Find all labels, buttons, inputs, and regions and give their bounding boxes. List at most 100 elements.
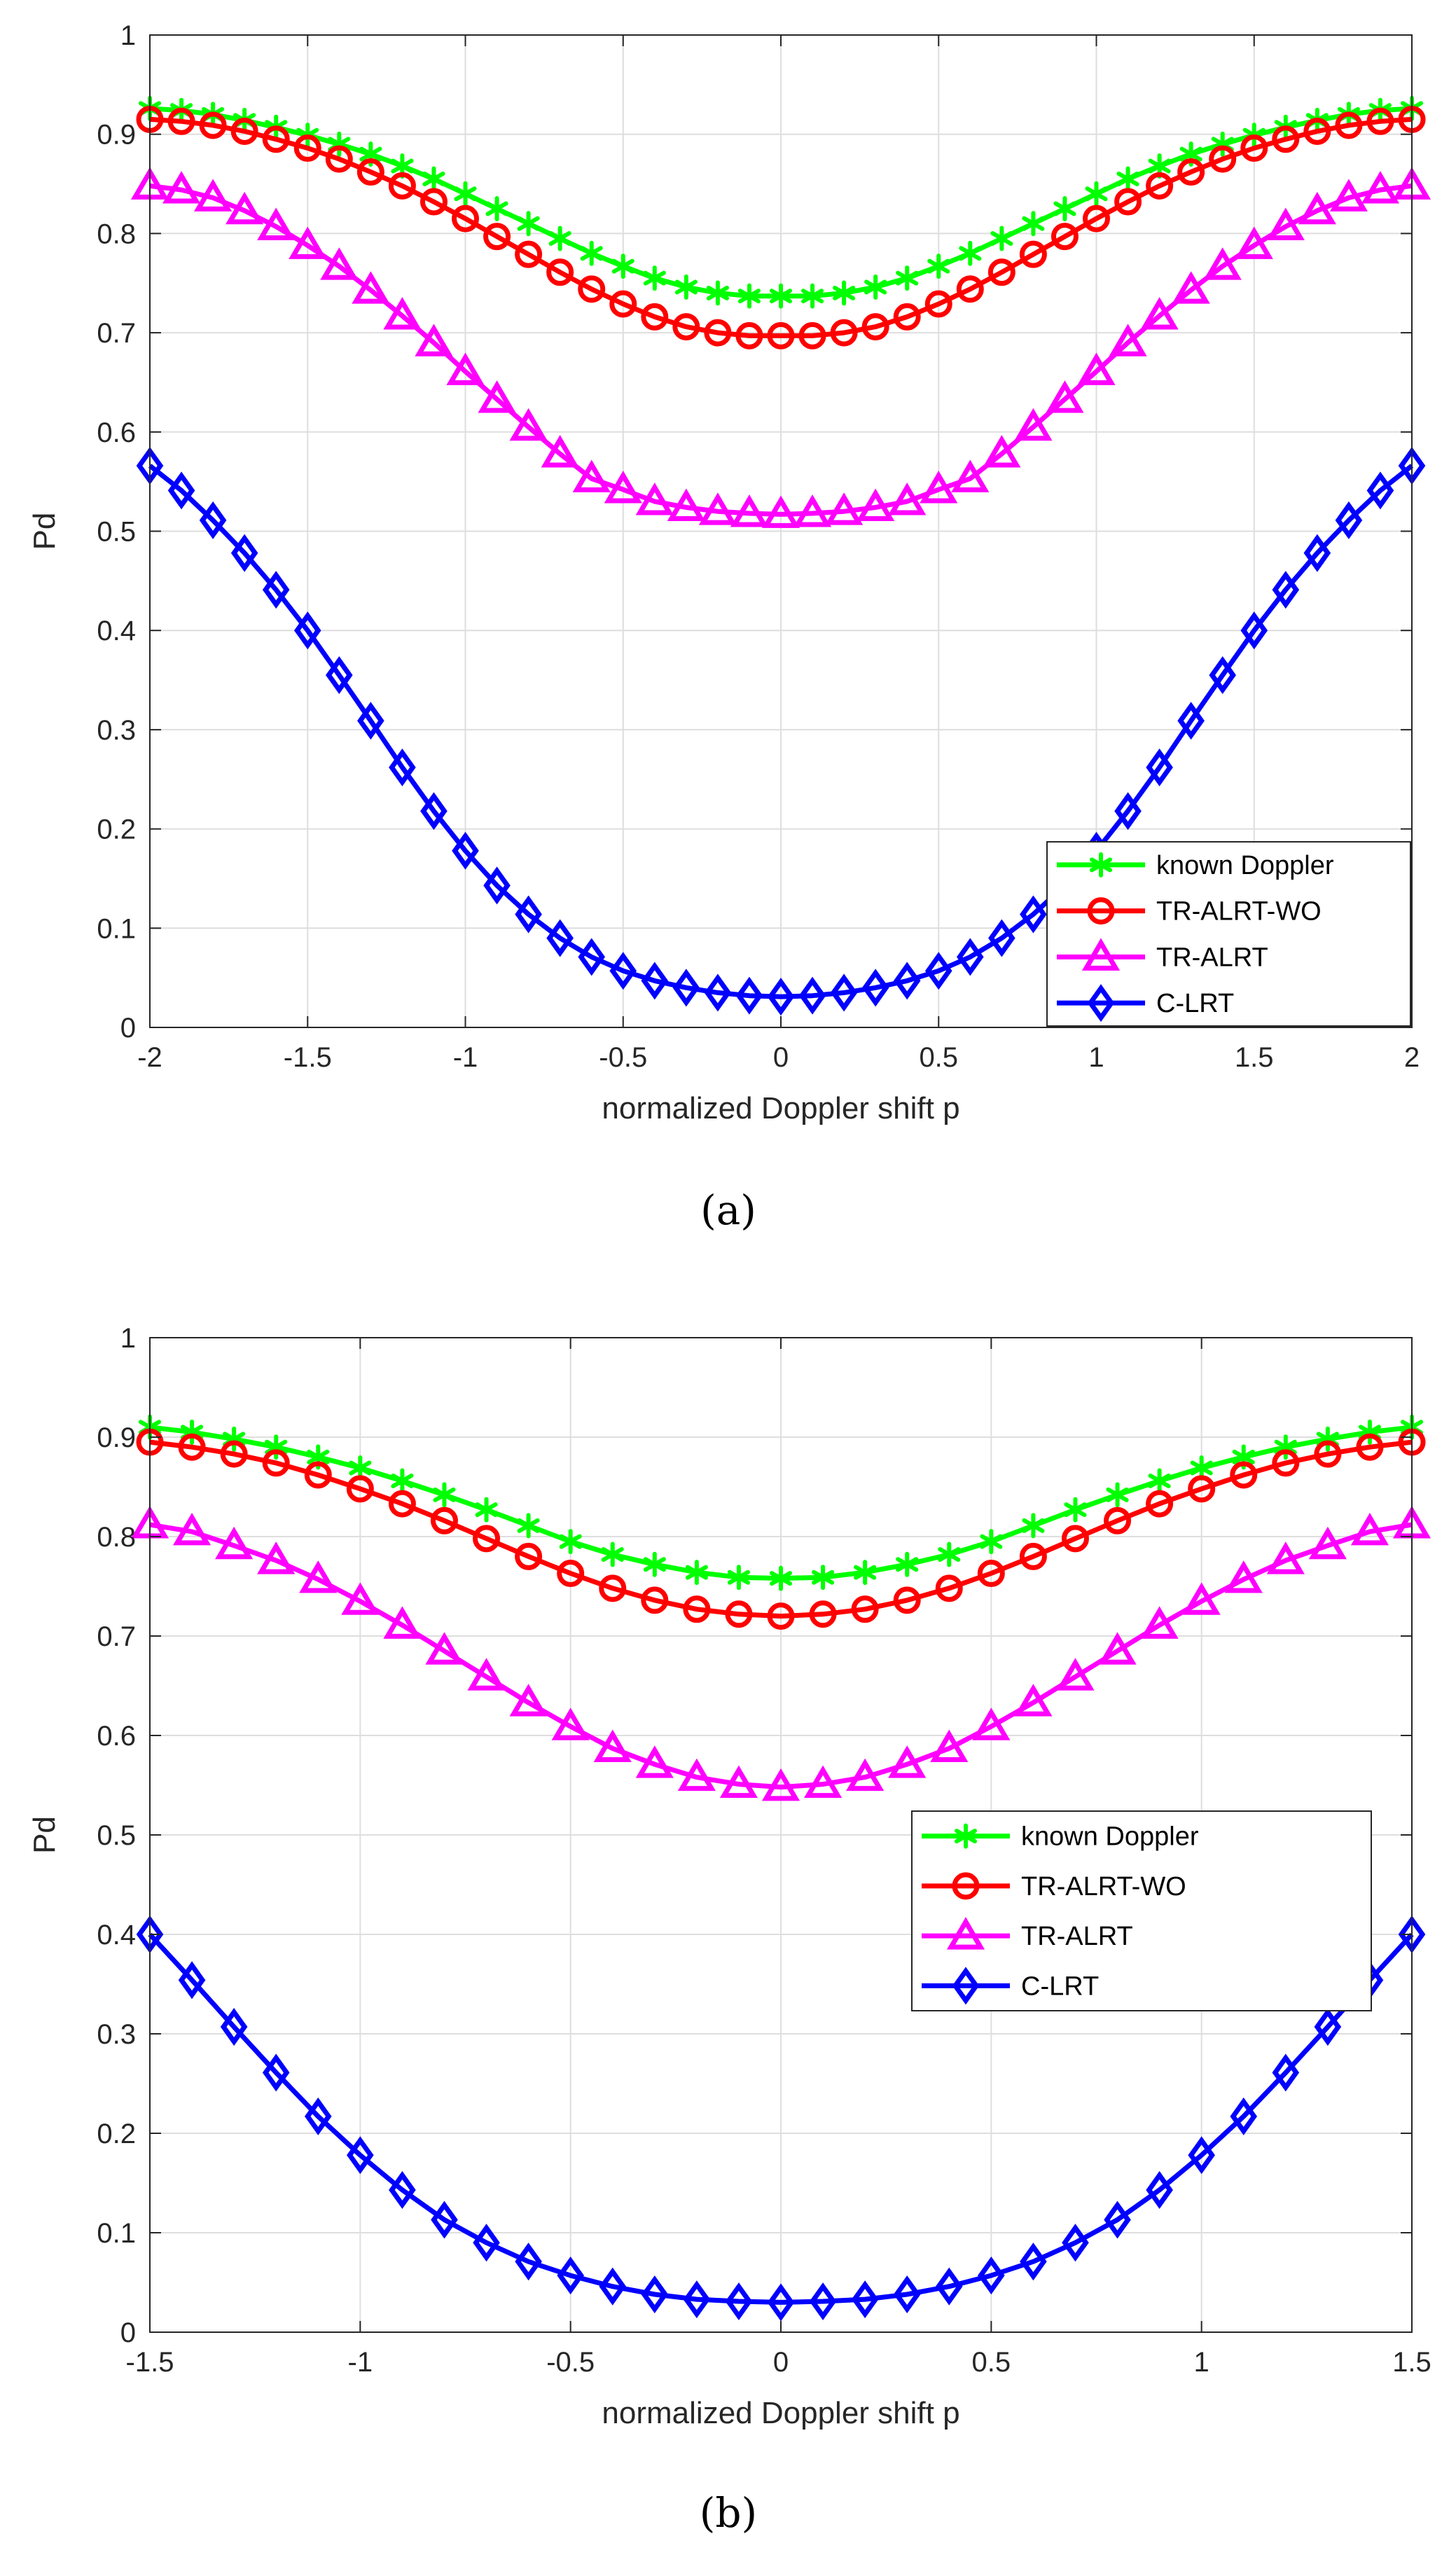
data-point-known-doppler bbox=[737, 283, 761, 309]
data-point-tr-alrt-wo bbox=[672, 313, 700, 341]
y-tick-label: 0.9 bbox=[97, 1422, 136, 1453]
data-point-tr-alrt-wo bbox=[1230, 1461, 1258, 1489]
data-point-known-doppler bbox=[611, 254, 635, 279]
data-point-tr-alrt-wo bbox=[987, 258, 1015, 286]
x-tick-label: 0 bbox=[773, 2347, 789, 2378]
data-point-tr-alrt bbox=[1077, 352, 1116, 385]
data-point-tr-alrt-wo bbox=[178, 1433, 206, 1461]
data-point-c-lrt bbox=[893, 2275, 921, 2314]
data-point-tr-alrt-wo bbox=[609, 290, 637, 318]
data-point-c-lrt bbox=[893, 962, 921, 1000]
ticks: -2 -1.5 -1 -0.5 0 0.5 1 1.5 2 0 0.1 0.2 0.3 0.4 0.5 0.6… bbox=[97, 20, 1420, 1073]
y-tick-label: 0.5 bbox=[97, 517, 136, 548]
data-point-tr-alrt bbox=[1109, 324, 1147, 356]
data-point-c-lrt bbox=[220, 2008, 248, 2046]
data-point-tr-alrt-wo bbox=[1314, 1440, 1342, 1468]
data-point-c-lrt bbox=[262, 2053, 290, 2092]
data-point-tr-alrt bbox=[635, 483, 674, 515]
data-point-c-lrt bbox=[199, 501, 227, 539]
legend-entry-known-doppler: known Doppler bbox=[1057, 851, 1334, 880]
series-group bbox=[130, 1414, 1431, 2322]
data-point-known-doppler bbox=[990, 226, 1013, 251]
data-point-tr-alrt-wo bbox=[893, 303, 921, 331]
data-point-tr-alrt bbox=[677, 1758, 716, 1792]
y-tick-label: 0.3 bbox=[97, 2019, 136, 2050]
data-point-tr-alrt bbox=[1014, 1684, 1053, 1717]
data-point-tr-alrt bbox=[467, 1658, 506, 1691]
legend-label: known Doppler bbox=[1156, 851, 1334, 880]
data-point-c-lrt bbox=[293, 611, 321, 650]
data-point-tr-alrt-wo bbox=[725, 1600, 753, 1628]
data-point-tr-alrt-wo bbox=[830, 319, 858, 347]
data-point-tr-alrt bbox=[1056, 1658, 1095, 1691]
data-point-tr-alrt-wo bbox=[1303, 117, 1331, 145]
data-point-c-lrt bbox=[609, 952, 637, 990]
data-point-tr-alrt bbox=[1298, 191, 1336, 225]
data-point-c-lrt bbox=[1335, 501, 1363, 539]
data-point-known-doppler bbox=[674, 274, 698, 300]
data-point-c-lrt bbox=[546, 919, 574, 957]
data-point-tr-alrt bbox=[1308, 1526, 1347, 1560]
legend-marker-diamond bbox=[1087, 984, 1115, 1023]
data-point-tr-alrt-wo bbox=[1366, 107, 1394, 135]
data-point-tr-alrt-wo bbox=[578, 275, 606, 303]
data-point-known-doppler bbox=[517, 1513, 540, 1539]
data-point-tr-alrt-wo bbox=[167, 107, 195, 135]
x-tick-label: -1 bbox=[453, 1042, 478, 1073]
data-point-tr-alrt-wo bbox=[1272, 125, 1300, 153]
x-tick-label: 1.5 bbox=[1235, 1042, 1274, 1073]
data-point-c-lrt bbox=[262, 571, 290, 609]
data-point-tr-alrt-wo bbox=[1104, 1506, 1132, 1534]
data-point-tr-alrt-wo bbox=[1177, 158, 1205, 186]
data-point-tr-alrt-wo bbox=[1114, 188, 1142, 216]
data-point-tr-alrt bbox=[1329, 179, 1368, 212]
data-point-tr-alrt bbox=[341, 1582, 380, 1615]
data-point-tr-alrt bbox=[1182, 1582, 1221, 1615]
data-point-c-lrt bbox=[473, 2224, 500, 2262]
data-point-c-lrt bbox=[357, 702, 384, 740]
data-point-known-doppler bbox=[1106, 1482, 1129, 1508]
data-point-c-lrt bbox=[1303, 534, 1331, 572]
x-tick-label: 1 bbox=[1194, 2347, 1209, 2378]
data-point-tr-alrt bbox=[1350, 1512, 1389, 1546]
data-point-tr-alrt-wo bbox=[473, 1525, 501, 1553]
data-point-tr-alrt-wo bbox=[1356, 1433, 1384, 1461]
x-tick-label: -0.5 bbox=[599, 1042, 647, 1073]
data-point-known-doppler bbox=[959, 240, 982, 266]
data-point-c-lrt bbox=[483, 866, 511, 905]
data-point-tr-alrt bbox=[1140, 1606, 1179, 1639]
data-point-known-doppler bbox=[1022, 211, 1045, 237]
data-point-c-lrt bbox=[389, 2170, 416, 2209]
data-point-c-lrt bbox=[683, 2280, 711, 2319]
data-point-tr-alrt-wo bbox=[388, 172, 416, 200]
y-tick-label: 0.7 bbox=[97, 318, 136, 349]
data-point-known-doppler bbox=[854, 1560, 877, 1586]
data-point-tr-alrt-wo bbox=[546, 258, 574, 286]
data-point-c-lrt bbox=[1177, 702, 1205, 740]
x-tick-label: -1.5 bbox=[126, 2347, 174, 2378]
data-point-tr-alrt bbox=[320, 247, 359, 280]
data-point-tr-alrt bbox=[1266, 207, 1305, 240]
legend-entry-c-lrt: C-LRT bbox=[922, 1967, 1099, 2005]
data-point-tr-alrt bbox=[667, 488, 705, 521]
data-point-known-doppler bbox=[422, 166, 445, 192]
data-point-tr-alrt bbox=[930, 1729, 969, 1762]
data-point-known-doppler bbox=[1190, 1455, 1213, 1481]
chart-panel-a: -2 -1.5 -1 -0.5 0 0.5 1 1.5 2 0 0.1 0.2 0.3 0.4 0.5 0.6… bbox=[27, 20, 1431, 1234]
series-line-tr-alrt bbox=[149, 1522, 1413, 1790]
y-tick-label: 0.8 bbox=[97, 1522, 136, 1553]
legend: known Doppler TR-ALRT-WO TR-ALRT C-LRT bbox=[911, 1810, 1372, 2011]
data-point-known-doppler bbox=[1053, 195, 1076, 221]
data-point-tr-alrt-wo bbox=[1051, 223, 1079, 251]
data-point-tr-alrt bbox=[352, 271, 390, 304]
chart-panel-b: -1.5 -1 -0.5 0 0.5 1 1.5 0 0.1 0.2 0.3 0.4 0.5 0.6 0.7… bbox=[27, 1323, 1431, 2537]
data-point-known-doppler bbox=[548, 226, 571, 251]
data-point-c-lrt bbox=[1272, 2053, 1300, 2092]
series-line-c-lrt bbox=[148, 464, 1414, 999]
y-tick-label: 0 bbox=[120, 2317, 136, 2348]
data-point-tr-alrt bbox=[425, 1632, 464, 1665]
data-point-c-lrt bbox=[515, 895, 542, 934]
data-point-c-lrt bbox=[1104, 2201, 1131, 2239]
data-point-tr-alrt bbox=[1046, 380, 1084, 413]
